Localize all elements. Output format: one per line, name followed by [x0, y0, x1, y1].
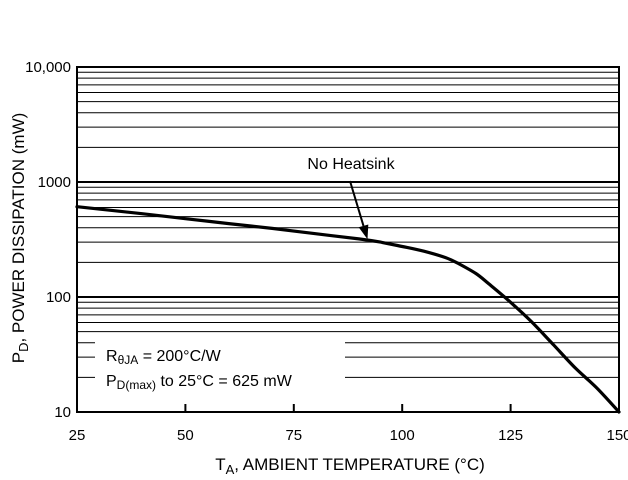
y-axis-title: PD, POWER DISSIPATION (mW)	[9, 113, 31, 364]
annotation-arrow-head	[358, 224, 369, 240]
x-tick-label: 150	[606, 427, 628, 444]
annotation-pdmax: PD(max) to 25°C = 625 mW	[106, 373, 293, 392]
annotation-arrow	[349, 180, 365, 227]
annotation-no-heatsink-box	[293, 149, 409, 177]
x-axis-ticks: 25 50 75 100 125 150	[69, 404, 628, 444]
y-axis-ticks: 10 100 1000 10,000	[25, 59, 71, 421]
annotation-no-heatsink-text: No Heatsink	[307, 156, 395, 173]
plot-area-frame	[76, 66, 620, 413]
annotation-thermal-specs-box	[95, 339, 345, 399]
x-tick-label: 50	[177, 427, 194, 444]
y-tick-label: 10,000	[25, 59, 71, 76]
x-tick-label: 100	[390, 427, 415, 444]
x-tick-label: 125	[498, 427, 523, 444]
x-tick-label: 25	[69, 427, 86, 444]
x-axis-title: TA, AMBIENT TEMPERATURE (°C)	[215, 455, 485, 477]
series-line-power-dissipation	[75, 205, 621, 414]
y-tick-label: 100	[46, 289, 71, 306]
annotation-thermal-specs: RθJA = 200°C/W PD(max) to 25°C = 625 mW	[95, 339, 345, 399]
x-tick-label: 75	[285, 427, 302, 444]
y-tick-label: 1000	[38, 174, 71, 191]
annotation-no-heatsink: No Heatsink	[293, 149, 409, 240]
annotation-rthja: RθJA = 200°C/W	[106, 348, 222, 367]
gridlines	[77, 66, 619, 413]
y-tick-label: 10	[54, 404, 71, 421]
